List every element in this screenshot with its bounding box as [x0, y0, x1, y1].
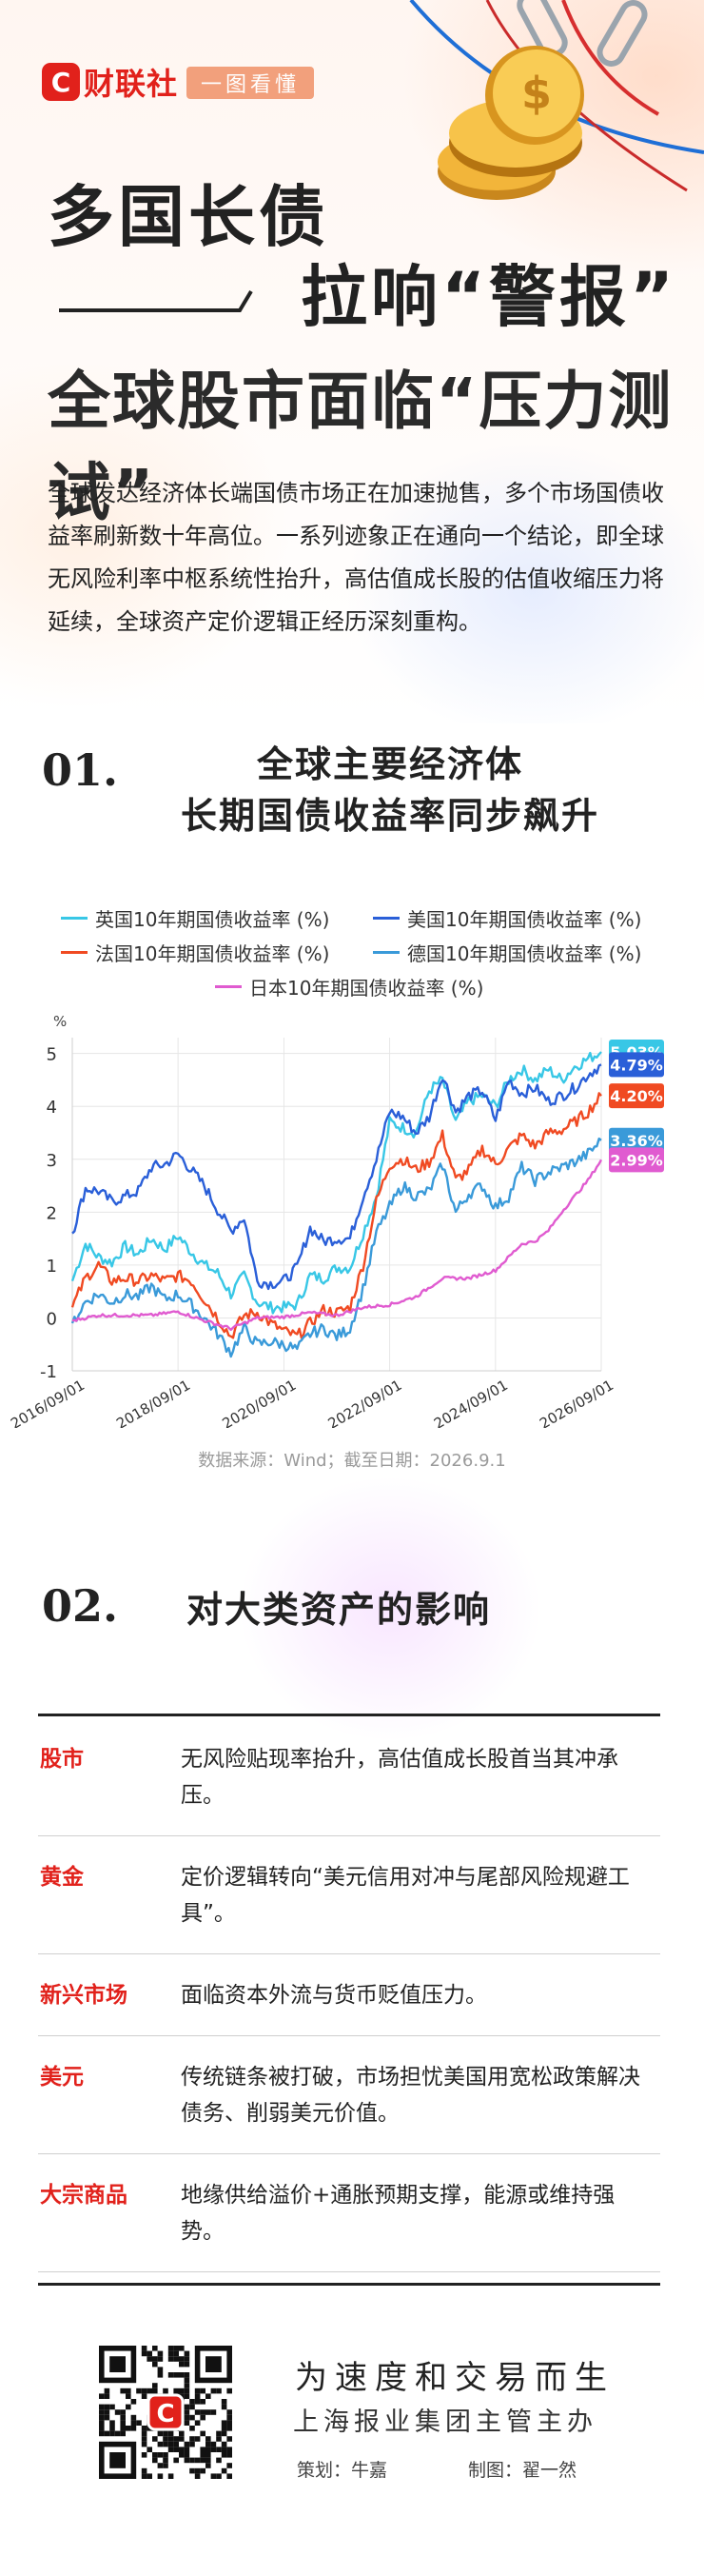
series-end-label-text: 4.20%	[610, 1087, 663, 1105]
series-end-label: 4.20%	[609, 1083, 664, 1109]
asset-impact-table: 股市 无风险贴现率抬升，高估值成长股首当其冲承压。 黄金 定价逻辑转向“美元信用对冲与…	[38, 1718, 660, 2272]
section-1-title-line-1: 全球主要经济体	[256, 743, 523, 785]
legend-label-uk: 英国10年期国债收益率 (%)	[95, 908, 330, 931]
table-top-rule	[38, 1714, 660, 1716]
series-line	[70, 1092, 602, 1339]
x-tick-label: 2024/09/01	[431, 1377, 511, 1428]
asset-impact: 地缘供给溢价+通胀预期支撑，能源或维持强势。	[181, 2153, 660, 2272]
series-end-label-box	[609, 1083, 664, 1109]
series-end-label-text: 2.99%	[610, 1151, 663, 1169]
section-2-number: 02.	[42, 1580, 119, 1632]
section-1-title: 全球主要经济体 长期国债收益率同步飙升	[133, 739, 647, 842]
legend-label-jp: 日本10年期国债收益率 (%)	[249, 977, 484, 1000]
legend-label-us: 美国10年期国债收益率 (%)	[407, 908, 642, 931]
section-1-title-line-2: 长期国债收益率同步飙升	[180, 794, 599, 837]
slogan: 为速度和交易而生	[295, 2359, 615, 2397]
legend-label-fr: 法国10年期国债收益率 (%)	[95, 942, 330, 965]
title-line-3: 全球股市面临“压力测试”	[48, 365, 674, 529]
legend-item-de: 德国10年期国债收益率 (%)	[373, 939, 641, 966]
asset-name: 美元	[38, 2035, 181, 2154]
planner-credit: 策划：牛嘉	[297, 2460, 388, 2481]
svg-text:C: C	[156, 2400, 174, 2428]
y-tick-label: 2	[47, 1203, 57, 1223]
title-line-1: 多国长债	[48, 178, 329, 256]
brand-mark: C	[42, 63, 80, 101]
data-source: 数据来源：Wind；截至日期：2026.9.1	[198, 1451, 506, 1471]
asset-impact: 无风险贴现率抬升，高估值成长股首当其冲承压。	[181, 1718, 660, 1836]
asset-name: 新兴市场	[38, 1953, 181, 2036]
series-end-label: 3.36%	[609, 1127, 664, 1153]
svg-text:$: $	[521, 68, 552, 119]
asset-impact: 传统链条被打破，市场担忧美国用宽松政策解决债务、削弱美元价值。	[181, 2035, 660, 2154]
yield-line-chart: % -1 0 1 2 3 4 5 2016/09/01 2018/09/01 2020/09/01 2…	[8, 1013, 664, 1428]
asset-row: 美元 传统链条被打破，市场担忧美国用宽松政策解决债务、削弱美元价值。	[38, 2035, 660, 2154]
brand-logo: C 财联社	[42, 63, 179, 102]
y-tick-label: 5	[47, 1045, 57, 1065]
table-bottom-rule	[38, 2283, 660, 2286]
series-end-label-text: 4.79%	[610, 1056, 663, 1074]
title-rule	[59, 289, 253, 312]
decorative-glow	[238, 1476, 542, 1742]
legend-item-fr: 法国10年期国债收益率 (%)	[61, 939, 329, 966]
organization: 上海报业集团主管主办	[293, 2408, 597, 2437]
asset-impact: 定价逻辑转向“美元信用对冲与尾部风险规避工具”。	[181, 1835, 660, 1954]
legend-label-de: 德国10年期国债收益率 (%)	[407, 942, 642, 965]
legend-item-uk: 英国10年期国债收益率 (%)	[61, 904, 329, 932]
asset-name: 黄金	[38, 1835, 181, 1954]
y-tick-label: 4	[47, 1098, 57, 1118]
gold-coins-illustration: $	[409, 0, 704, 200]
series-end-label-text: 3.36%	[610, 1132, 663, 1150]
asset-name: 股市	[38, 1718, 181, 1836]
x-tick-label: 2026/09/01	[537, 1377, 616, 1428]
asset-impact: 面临资本外流与货币贬值压力。	[181, 1953, 660, 2036]
legend-item-jp: 日本10年期国债收益率 (%)	[215, 973, 483, 1001]
title-line-2: 拉响“警报”	[301, 258, 678, 336]
series-end-label-box	[609, 1127, 664, 1153]
legend-item-us: 美国10年期国债收益率 (%)	[373, 904, 641, 932]
y-axis-unit: %	[53, 1013, 67, 1030]
series-end-label: 2.99%	[609, 1147, 664, 1173]
x-tick-label: 2022/09/01	[325, 1377, 405, 1428]
y-tick-label: -1	[40, 1362, 57, 1382]
section-1-number: 01.	[42, 744, 119, 796]
series-line	[71, 1063, 602, 1291]
y-tick-label: 0	[47, 1309, 57, 1329]
series-line	[71, 1159, 603, 1332]
series-line	[70, 1051, 602, 1315]
producer-credit: 制图：翟一然	[468, 2460, 577, 2481]
brand-name: 财联社	[84, 66, 179, 102]
asset-name: 大宗商品	[38, 2153, 181, 2272]
chart-legend: 英国10年期国债收益率 (%) 美国10年期国债收益率 (%) 法国10年期国债…	[49, 897, 677, 1011]
asset-row: 黄金 定价逻辑转向“美元信用对冲与尾部风险规避工具”。	[38, 1835, 660, 1954]
y-tick-label: 3	[47, 1151, 57, 1171]
tag-badge: 一图看懂	[186, 67, 314, 99]
y-tick-label: 1	[47, 1257, 57, 1277]
x-tick-label: 2018/09/01	[113, 1377, 193, 1428]
series-line	[70, 1137, 602, 1358]
series-end-label-box	[609, 1147, 664, 1173]
series-end-label: 4.79%	[609, 1052, 664, 1078]
x-tick-label: 2016/09/01	[8, 1377, 88, 1428]
asset-row: 股市 无风险贴现率抬升，高估值成长股首当其冲承压。	[38, 1718, 660, 1836]
section-2-title: 对大类资产的影响	[186, 1588, 492, 1631]
qr-code: C	[99, 2346, 232, 2479]
series-end-label-box	[609, 1052, 664, 1078]
asset-row: 大宗商品 地缘供给溢价+通胀预期支撑，能源或维持强势。	[38, 2153, 660, 2272]
asset-row: 新兴市场 面临资本外流与货币贬值压力。	[38, 1953, 660, 2036]
intro-paragraph: 全球发达经济体长端国债市场正在加速抛售，多个市场国债收益率刷新数十年高位。一系列…	[48, 480, 664, 635]
x-tick-label: 2020/09/01	[220, 1377, 300, 1428]
